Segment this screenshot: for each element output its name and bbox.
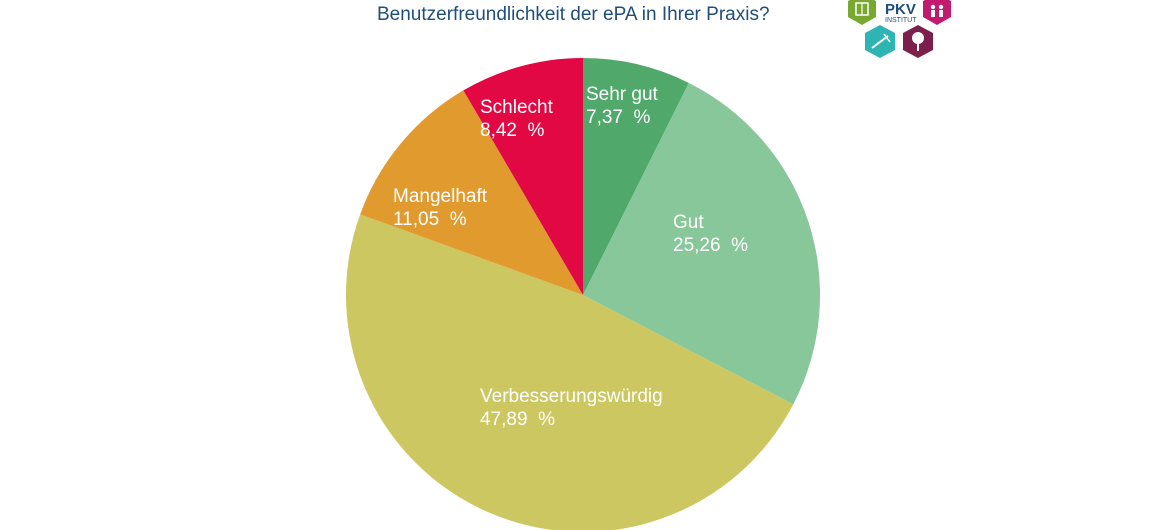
slice-value: 11,05 % — [393, 209, 467, 230]
slice-value: 7,37 % — [586, 107, 651, 128]
slice-label: Gut — [673, 212, 704, 233]
slice-value: 47,89 % — [480, 409, 555, 430]
people-icon — [923, 0, 951, 25]
pie-slice-verbesserungswürdig — [346, 214, 794, 530]
pie-slice-mangelhaft — [360, 90, 583, 295]
slice-label: Verbesserungswürdig — [480, 386, 663, 407]
slice-label: Mangelhaft — [393, 186, 488, 207]
logo-sub-text: INSTITUT — [885, 17, 917, 24]
chart-title: Benutzerfreundlichkeit der ePA in Ihrer … — [377, 4, 770, 25]
pie-slice-schlecht — [463, 58, 583, 295]
slice-value: 25,26 % — [673, 235, 748, 256]
pie-slice-sehr-gut — [583, 58, 689, 295]
slice-label: Schlecht — [480, 97, 554, 118]
pie-slice-gut — [583, 82, 821, 405]
slice-label: Sehr gut — [586, 84, 659, 105]
logo-main-text: PKV — [885, 1, 916, 18]
pkv-institut-logo: PKV INSTITUT — [848, 0, 951, 58]
slice-value: 8,42 % — [480, 120, 545, 141]
